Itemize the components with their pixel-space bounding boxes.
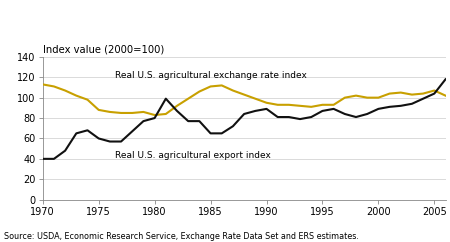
- Text: Exchange rates and U.S. agricultural exports fluctuate together: Exchange rates and U.S. agricultural exp…: [4, 11, 429, 24]
- Text: Real U.S. agricultural exchange rate index: Real U.S. agricultural exchange rate ind…: [116, 71, 307, 80]
- Text: Source: USDA, Economic Research Service, Exchange Rate Data Set and ERS estimate: Source: USDA, Economic Research Service,…: [4, 232, 360, 241]
- Text: Index value (2000=100): Index value (2000=100): [43, 45, 164, 54]
- Text: Real U.S. agricultural export index: Real U.S. agricultural export index: [116, 151, 271, 160]
